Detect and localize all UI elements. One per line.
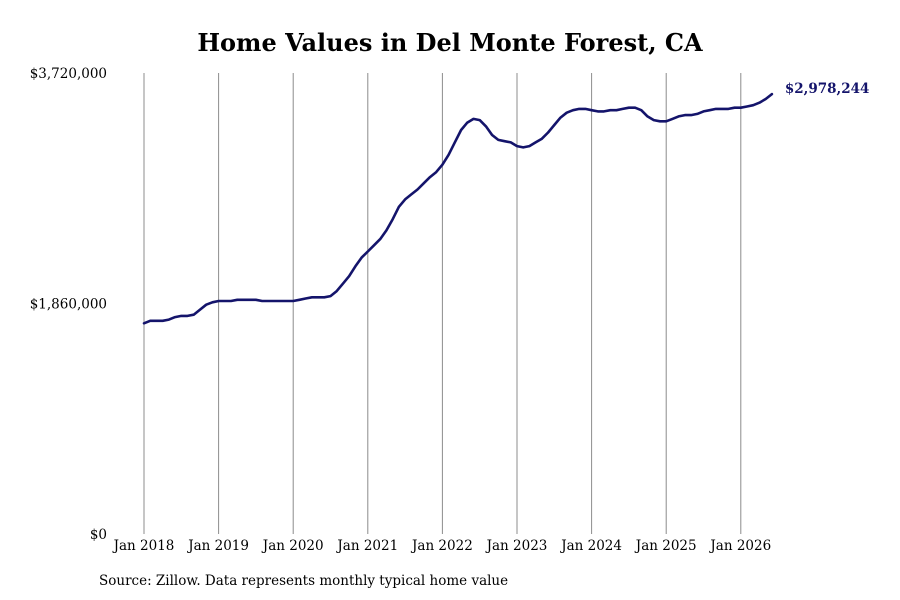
y-tick-label: $1,860,000 [30,297,107,313]
latest-value-label: $2,978,244 [785,81,870,97]
x-tick-label: Jan 2024 [559,538,622,554]
y-axis-tick-labels: $0 $1,860,000 $3,720,000 [30,66,107,543]
source-note: Source: Zillow. Data represents monthly … [99,573,509,589]
x-tick-label: Jan 2019 [186,538,249,554]
y-tick-label: $3,720,000 [30,66,107,82]
x-tick-label: Jan 2022 [410,538,473,554]
x-tick-label: Jan 2025 [634,538,697,554]
x-tick-label: Jan 2021 [335,538,398,554]
y-tick-label: $0 [90,527,107,543]
home-value-series-line [142,92,774,325]
x-tick-label: Jan 2018 [112,538,175,554]
chart-title: Home Values in Del Monte Forest, CA [197,28,703,57]
x-axis-tick-labels: Jan 2018 Jan 2019 Jan 2020 Jan 2021 Jan 2022… [112,538,772,554]
x-tick-label: Jan 2023 [485,538,548,554]
x-tick-label: Jan 2020 [261,538,324,554]
x-tick-label: Jan 2026 [708,538,771,554]
vertical-grid-lines [143,73,742,534]
